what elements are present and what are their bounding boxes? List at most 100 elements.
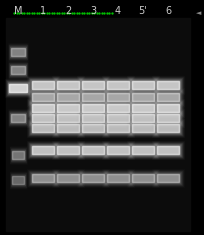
Bar (129, 101, 157, 115)
Bar (8, 61, 28, 79)
Text: 5': 5' (139, 6, 147, 16)
Bar (11, 66, 25, 74)
Bar (103, 170, 133, 186)
Bar (132, 93, 154, 101)
Bar (10, 172, 26, 188)
Bar (132, 124, 154, 132)
Bar (12, 176, 24, 184)
Bar (152, 88, 184, 106)
Bar (51, 108, 84, 128)
Bar (131, 145, 155, 155)
Bar (12, 151, 24, 159)
Bar (9, 62, 27, 78)
Bar (128, 170, 158, 186)
Bar (82, 104, 104, 112)
Bar (32, 114, 54, 122)
Bar (28, 120, 58, 136)
Bar (27, 140, 60, 160)
Bar (51, 98, 84, 118)
Bar (128, 88, 159, 106)
Bar (103, 100, 133, 116)
Bar (81, 173, 105, 183)
Bar (53, 142, 83, 158)
Bar (79, 111, 107, 125)
Bar (103, 142, 133, 158)
Bar (107, 93, 129, 101)
Bar (126, 75, 160, 95)
Bar (53, 170, 83, 186)
Bar (157, 146, 179, 154)
Bar (8, 60, 29, 80)
Bar (11, 149, 25, 161)
Bar (8, 43, 28, 61)
Bar (56, 113, 80, 123)
Bar (57, 124, 79, 132)
Bar (154, 143, 182, 157)
Bar (102, 140, 134, 160)
Bar (157, 124, 179, 132)
Bar (157, 174, 179, 182)
Bar (102, 88, 134, 106)
Bar (54, 90, 82, 104)
Bar (30, 122, 56, 134)
Bar (129, 121, 157, 135)
Bar (27, 141, 59, 159)
Bar (79, 121, 107, 135)
Bar (77, 99, 109, 117)
Bar (103, 89, 133, 105)
Bar (79, 90, 107, 104)
Bar (57, 174, 79, 182)
Bar (80, 102, 106, 114)
Bar (27, 168, 60, 188)
Bar (80, 112, 106, 124)
Bar (82, 93, 104, 101)
Bar (157, 146, 179, 154)
Bar (80, 144, 106, 156)
Bar (156, 113, 180, 123)
Bar (57, 114, 79, 122)
Bar (153, 77, 183, 93)
Bar (78, 120, 108, 136)
Bar (28, 77, 58, 93)
Bar (132, 114, 154, 122)
Bar (78, 89, 108, 105)
Bar (82, 146, 104, 154)
Bar (102, 169, 134, 187)
Bar (107, 104, 129, 112)
Bar (9, 45, 27, 59)
Bar (77, 76, 109, 94)
Bar (8, 108, 29, 128)
Bar (106, 173, 130, 183)
Bar (157, 124, 179, 132)
Bar (131, 80, 155, 90)
Bar (132, 124, 154, 132)
Bar (10, 65, 26, 75)
Bar (132, 146, 154, 154)
Bar (106, 113, 130, 123)
Bar (105, 112, 131, 124)
Bar (31, 92, 55, 102)
Bar (107, 81, 129, 89)
Bar (55, 172, 81, 184)
Bar (30, 102, 56, 114)
Bar (55, 144, 81, 156)
Bar (29, 111, 57, 125)
Bar (126, 108, 160, 128)
Bar (54, 121, 82, 135)
Bar (82, 174, 104, 182)
Bar (107, 114, 129, 122)
Bar (32, 81, 54, 89)
Bar (56, 80, 80, 90)
Bar (56, 173, 80, 183)
Bar (129, 143, 157, 157)
Bar (28, 170, 58, 186)
Bar (128, 119, 159, 137)
Bar (130, 144, 156, 156)
Bar (131, 113, 155, 123)
Bar (76, 98, 110, 118)
Bar (56, 92, 80, 102)
Bar (29, 143, 57, 157)
Bar (78, 77, 108, 93)
Bar (32, 146, 54, 154)
Bar (152, 76, 184, 94)
